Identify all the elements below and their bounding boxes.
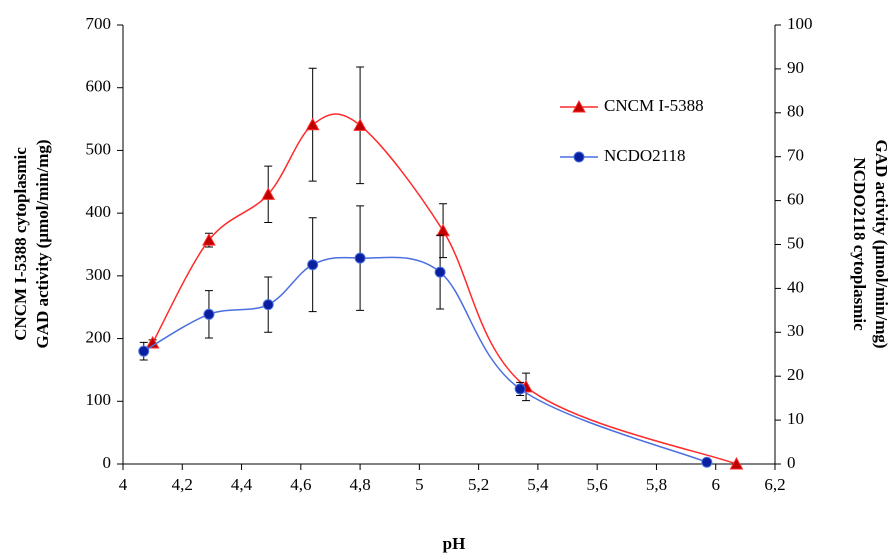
y-tick-label: 100 bbox=[86, 390, 112, 409]
y2-tick-label: 60 bbox=[787, 190, 804, 209]
x-tick-label: 4,4 bbox=[231, 475, 253, 494]
y2-axis-title: NCDO2118 cytoplasmic bbox=[850, 157, 869, 331]
y-tick-label: 200 bbox=[86, 327, 112, 346]
x-tick-label: 5,8 bbox=[646, 475, 667, 494]
legend-marker bbox=[573, 151, 585, 163]
y-axis-title: CNCM I-5388 cytoplasmic bbox=[11, 147, 30, 341]
x-tick-label: 6 bbox=[711, 475, 720, 494]
x-tick-label: 4,2 bbox=[172, 475, 193, 494]
y2-tick-label: 90 bbox=[787, 58, 804, 77]
x-tick-label: 5,6 bbox=[587, 475, 608, 494]
data-point bbox=[354, 252, 366, 264]
y2-tick-label: 10 bbox=[787, 409, 804, 428]
x-tick-label: 4,8 bbox=[349, 475, 370, 494]
legend-label: CNCM I-5388 bbox=[604, 96, 704, 115]
data-point bbox=[305, 117, 320, 131]
y2-tick-label: 70 bbox=[787, 146, 804, 165]
y2-tick-label: 50 bbox=[787, 233, 804, 252]
y2-axis-title: GAD activity (µmol/min/mg) bbox=[872, 139, 891, 348]
y-tick-label: 0 bbox=[103, 453, 112, 472]
y2-tick-label: 0 bbox=[787, 453, 796, 472]
x-tick-label: 5,2 bbox=[468, 475, 489, 494]
legend-marker bbox=[572, 99, 586, 113]
data-point bbox=[514, 383, 526, 395]
x-tick-label: 4 bbox=[119, 475, 128, 494]
y-tick-label: 700 bbox=[86, 14, 112, 33]
data-point bbox=[145, 335, 160, 349]
y-tick-label: 600 bbox=[86, 77, 112, 96]
y-tick-label: 500 bbox=[86, 139, 112, 158]
data-point bbox=[202, 233, 216, 246]
x-tick-label: 5 bbox=[415, 475, 424, 494]
y2-tick-label: 80 bbox=[787, 102, 804, 121]
y-tick-label: 300 bbox=[86, 265, 112, 284]
y-tick-label: 400 bbox=[86, 202, 112, 221]
y2-tick-label: 30 bbox=[787, 321, 804, 340]
data-point bbox=[261, 187, 276, 200]
y2-tick-label: 20 bbox=[787, 365, 804, 384]
x-tick-label: 6,2 bbox=[764, 475, 785, 494]
data-point bbox=[353, 118, 367, 131]
data-point bbox=[436, 223, 450, 237]
legend-label: NCDO2118 bbox=[604, 146, 686, 165]
data-point bbox=[262, 299, 274, 311]
x-tick-label: 5,4 bbox=[527, 475, 549, 494]
y2-tick-label: 40 bbox=[787, 277, 804, 296]
y2-tick-label: 100 bbox=[787, 14, 813, 33]
data-point bbox=[138, 345, 150, 357]
series-line bbox=[151, 113, 737, 465]
x-axis-title: pH bbox=[443, 534, 466, 553]
data-point bbox=[701, 456, 713, 468]
data-point bbox=[307, 259, 319, 271]
x-tick-label: 4,6 bbox=[290, 475, 311, 494]
data-point bbox=[434, 266, 446, 278]
data-point bbox=[729, 456, 744, 470]
data-point bbox=[203, 308, 215, 320]
y-axis-title: GAD activity (µmol/min/mg) bbox=[33, 139, 52, 348]
